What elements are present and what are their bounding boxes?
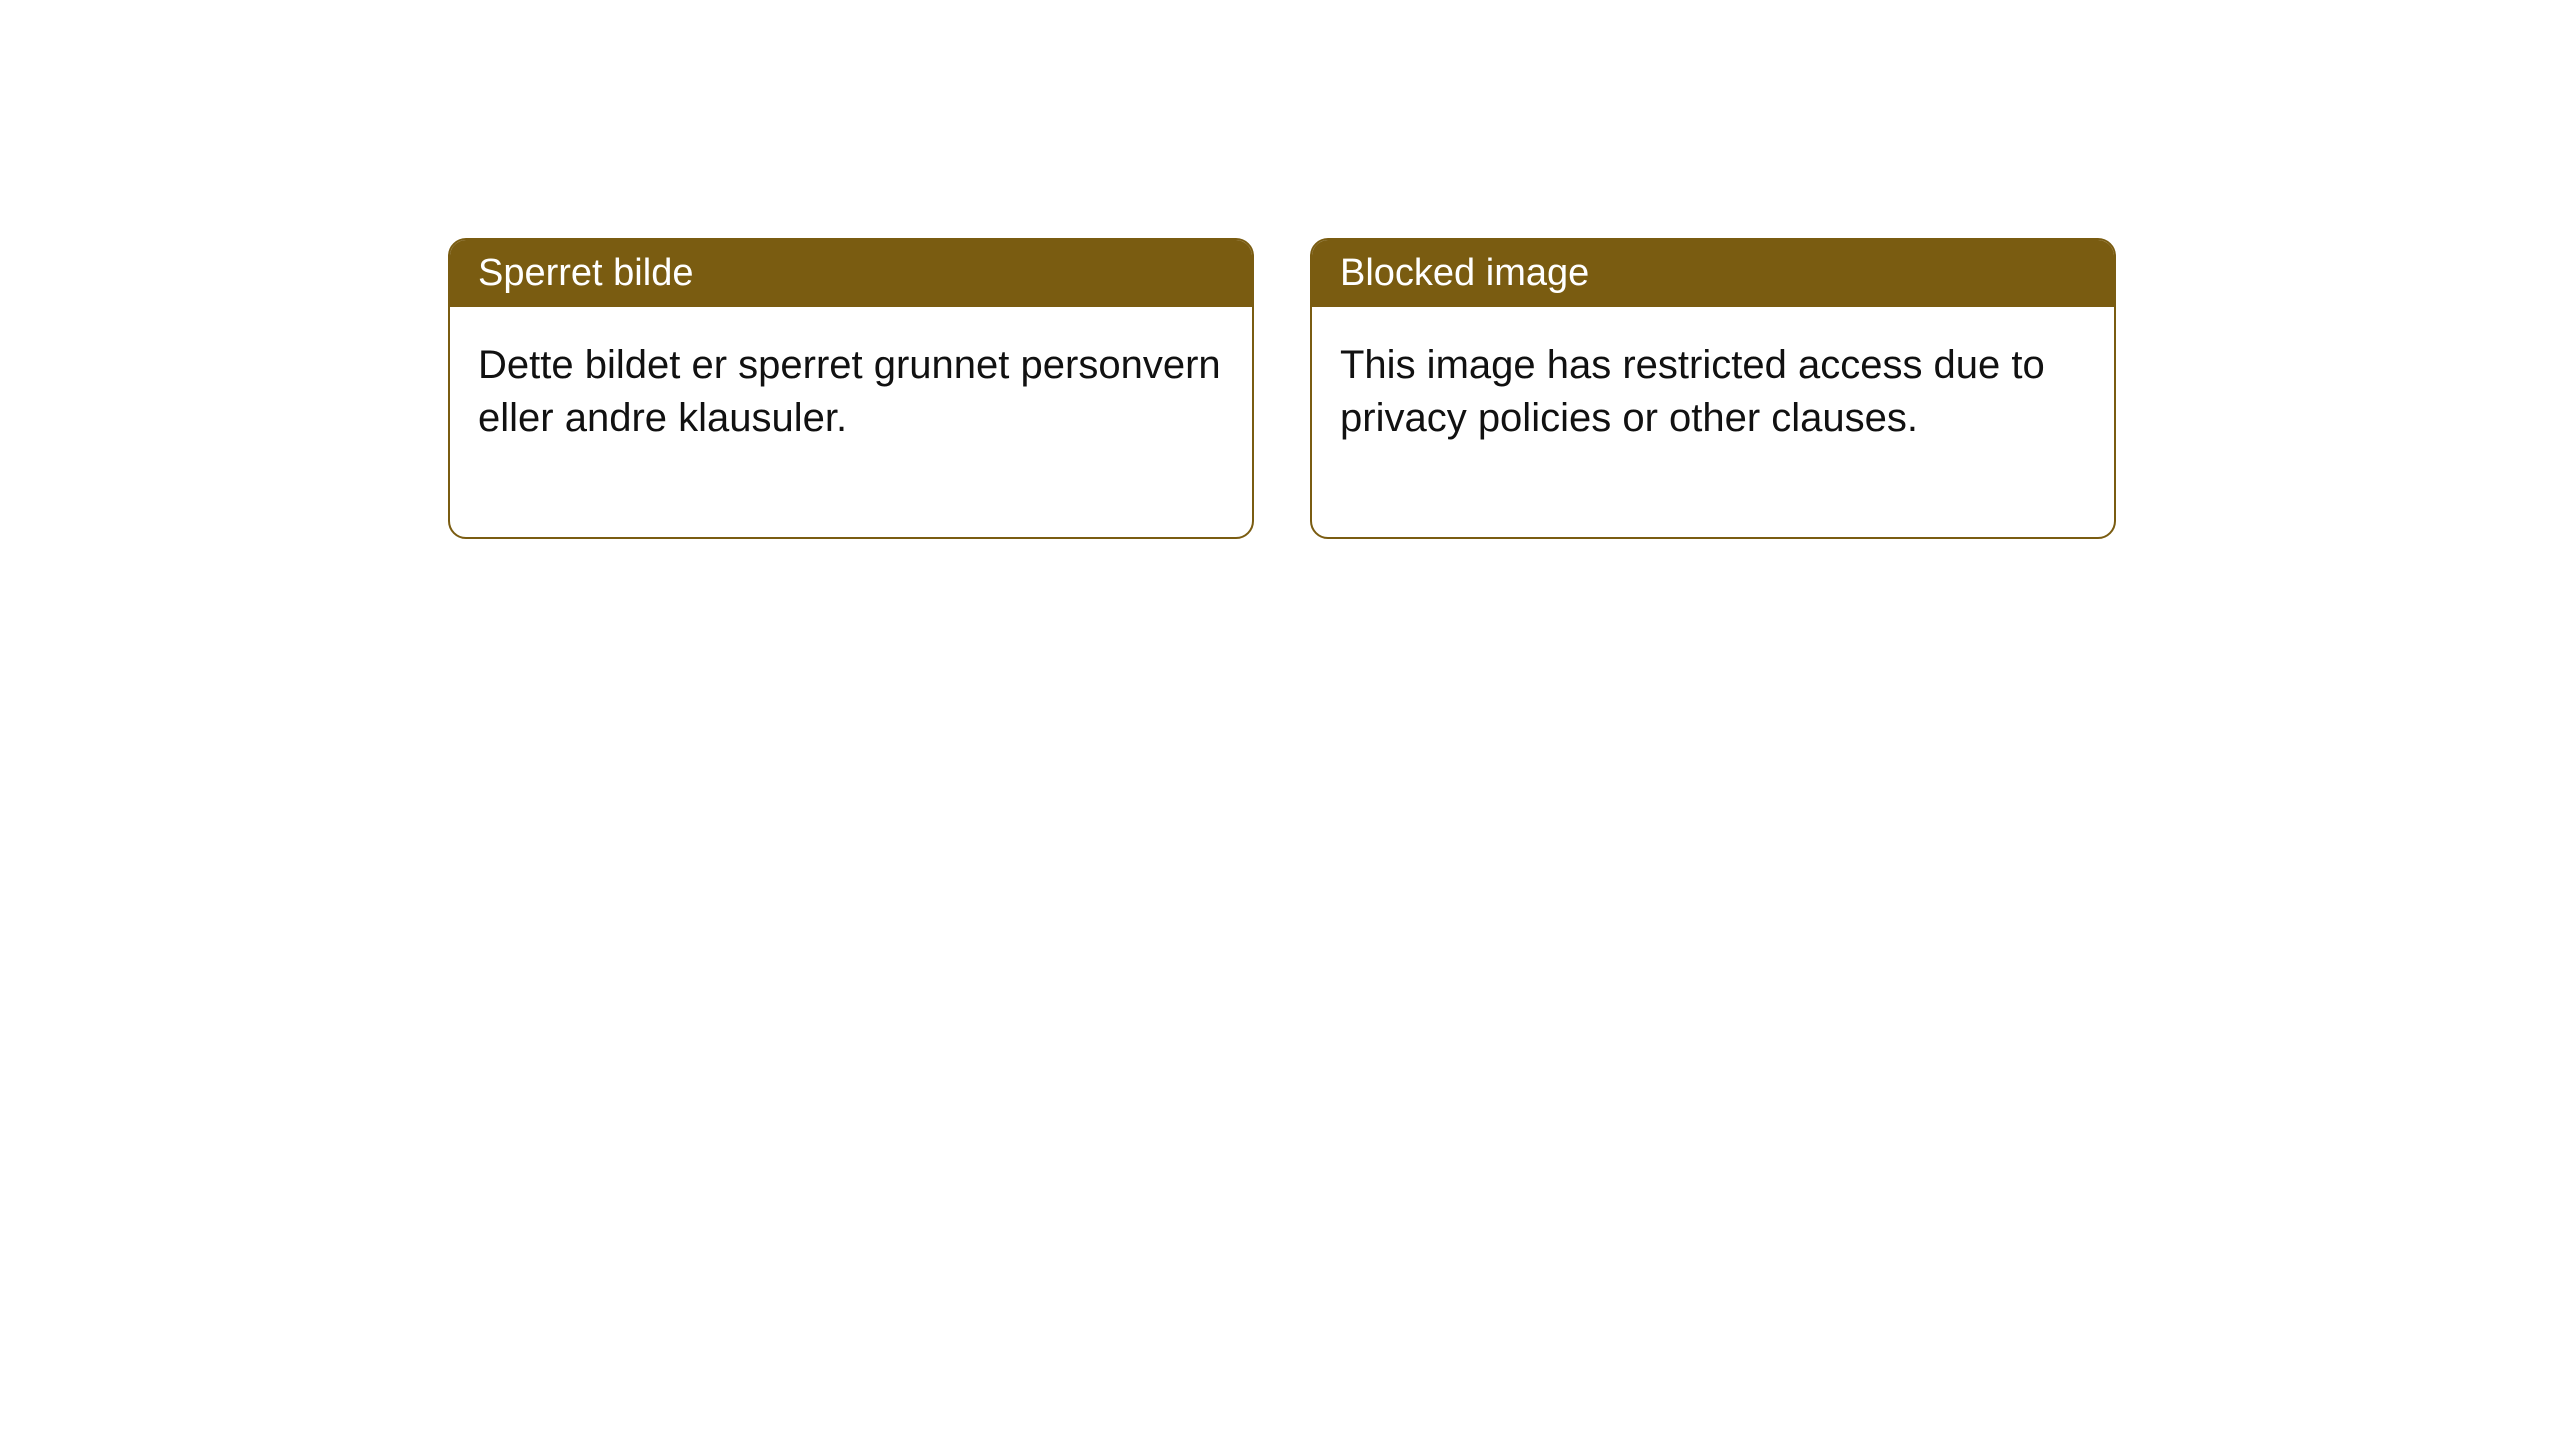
notice-card-norwegian: Sperret bilde Dette bildet er sperret gr… bbox=[448, 238, 1254, 539]
notice-header: Blocked image bbox=[1312, 240, 2114, 307]
notice-header: Sperret bilde bbox=[450, 240, 1252, 307]
notice-body-text: Dette bildet er sperret grunnet personve… bbox=[478, 343, 1221, 440]
notice-body: Dette bildet er sperret grunnet personve… bbox=[450, 307, 1252, 537]
notice-container: Sperret bilde Dette bildet er sperret gr… bbox=[448, 238, 2116, 539]
notice-card-english: Blocked image This image has restricted … bbox=[1310, 238, 2116, 539]
notice-body-text: This image has restricted access due to … bbox=[1340, 343, 2045, 440]
notice-body: This image has restricted access due to … bbox=[1312, 307, 2114, 537]
notice-title: Blocked image bbox=[1340, 252, 1589, 294]
notice-title: Sperret bilde bbox=[478, 252, 693, 294]
